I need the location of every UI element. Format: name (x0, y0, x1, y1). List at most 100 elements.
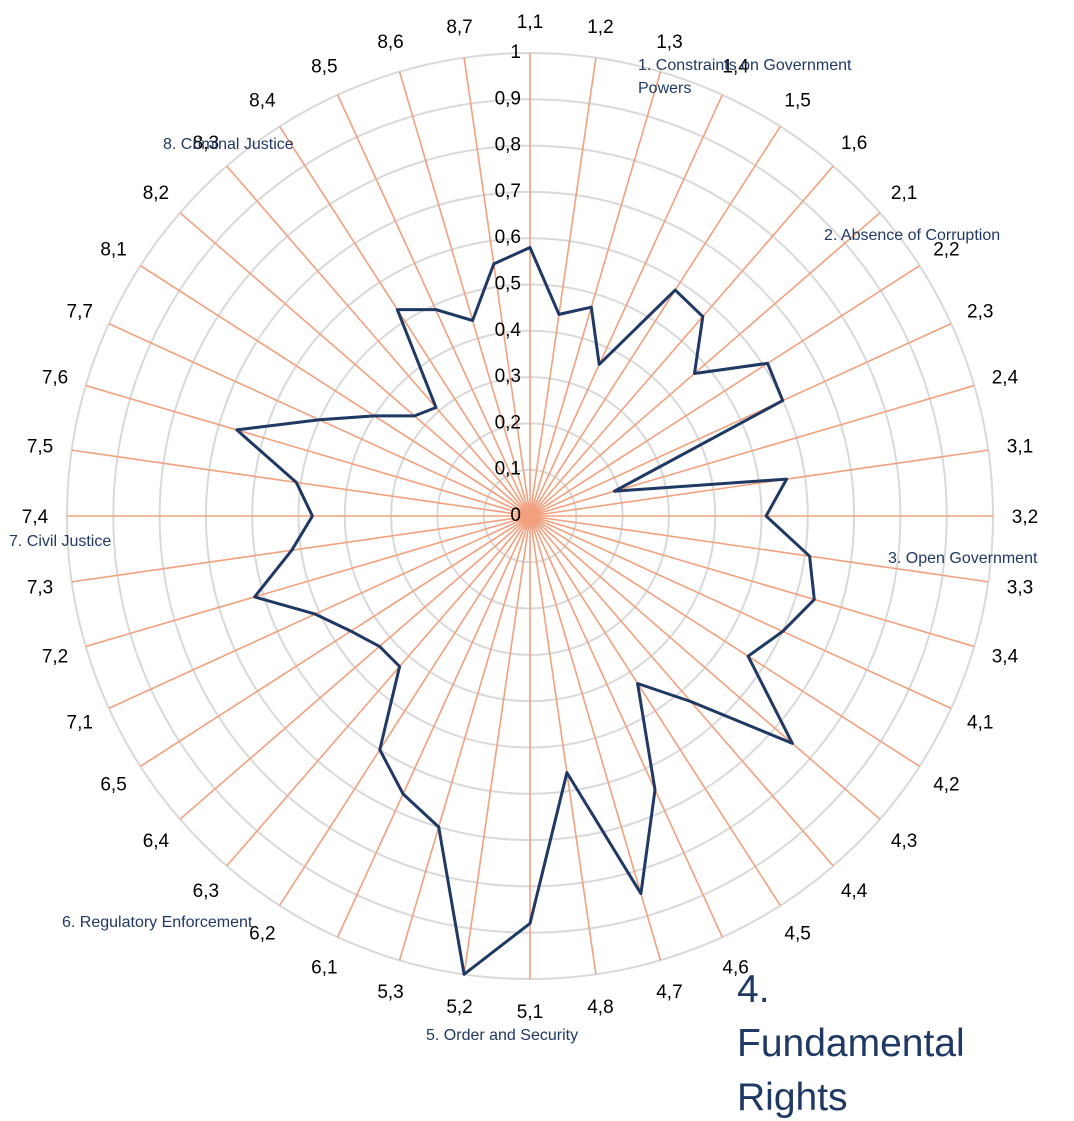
data-point (747, 655, 749, 657)
category-label: 7,3 (27, 577, 53, 598)
spoke-line (529, 449, 989, 517)
spoke-line (279, 515, 531, 906)
data-point (398, 665, 401, 668)
spoke-line (529, 165, 834, 517)
series-layer (235, 246, 816, 976)
data-point (781, 399, 784, 402)
category-label: 2,3 (967, 301, 993, 322)
category-label: 1,1 (517, 12, 543, 33)
pillar-label-4a: 4. (737, 968, 770, 1011)
category-label: 2,2 (933, 239, 959, 260)
data-point (295, 481, 298, 484)
category-label: 4,6 (722, 957, 748, 978)
spoke-line (71, 515, 531, 583)
data-point (437, 826, 440, 828)
spoke-line (85, 384, 531, 517)
pillar-label-1b: Powers (638, 80, 691, 97)
pillar-label-7: 7. Civil Justice (9, 533, 111, 550)
category-label: 3,2 (1012, 507, 1038, 528)
category-label: 5,3 (377, 982, 403, 1003)
category-label: 7,1 (67, 713, 93, 734)
spoke-line (529, 126, 781, 517)
category-label: 6,2 (249, 923, 275, 944)
spoke-line (226, 515, 531, 867)
spoke-line (529, 515, 724, 938)
spoke-line (529, 265, 920, 517)
category-label: 1,4 (722, 57, 749, 78)
category-label: 4,8 (587, 997, 613, 1018)
data-point (529, 246, 531, 249)
category-label: 2,1 (891, 183, 917, 204)
category-label: 7,6 (42, 368, 68, 389)
pillar-label-6: 6. Regulatory Enforcement (62, 914, 253, 931)
spoke-line (336, 515, 531, 938)
data-point (689, 700, 692, 703)
category-label: 8,3 (193, 133, 219, 154)
category-label: 4,7 (656, 982, 682, 1003)
r-tick-label: 0,9 (495, 88, 521, 109)
category-label: 4,3 (891, 831, 917, 852)
spoke-line (71, 449, 531, 517)
spoke-line (529, 384, 975, 517)
data-point (314, 613, 317, 615)
data-point (253, 596, 256, 598)
category-label: 4,1 (967, 713, 993, 734)
data-point (613, 490, 616, 493)
spoke-line (529, 515, 834, 867)
data-point (413, 415, 416, 417)
spoke-line (529, 94, 724, 517)
category-label: 8,6 (377, 32, 403, 53)
pillar-label-2: 2. Absence of Corruption (824, 227, 1000, 244)
spoke-line (279, 126, 531, 517)
category-labels: 1,1 1,2 1,3 1,4 1,5 1,6 2,1 2,2 2,3 2,4 3,1 3,2 3,3 3… (22, 12, 1038, 1023)
category-label: 7,7 (67, 301, 93, 322)
pillar-labels: 1. Constraints on Government Powers 2. A… (9, 57, 1038, 1119)
data-point (766, 362, 769, 365)
r-tick-labels: 0 0,1 0,2 0,3 0,4 0,5 0,6 0,7 0,8 0,9 1 (495, 42, 522, 526)
category-label: 3,4 (992, 646, 1019, 667)
category-label: 6,1 (311, 957, 337, 978)
data-point (598, 363, 601, 366)
data-point (435, 406, 437, 409)
data-point (402, 793, 404, 795)
category-label: 7,5 (27, 437, 53, 458)
r-tick-label: 0,5 (495, 274, 521, 295)
category-label: 8,5 (311, 57, 337, 78)
data-point (813, 598, 816, 601)
data-point (636, 682, 639, 685)
data-point (693, 372, 696, 375)
data-point (702, 315, 704, 318)
data-point (785, 478, 788, 480)
data-point (396, 308, 399, 311)
data-point (791, 742, 794, 745)
data-point (434, 308, 437, 311)
r-tick-label: 0,6 (495, 227, 521, 248)
spoke-line (398, 515, 531, 961)
category-label: 8,1 (100, 239, 126, 260)
pillar-label-4b: Fundamental (737, 1022, 965, 1065)
data-point (311, 515, 314, 517)
r-tick-label: 0,4 (495, 320, 522, 341)
category-label: 2,4 (992, 368, 1019, 389)
data-point (558, 313, 560, 316)
category-label: 7,2 (42, 646, 68, 667)
category-label: 4,5 (784, 923, 810, 944)
category-label: 6,5 (100, 775, 126, 796)
category-label: 8,2 (143, 183, 169, 204)
category-label: 1,5 (784, 91, 810, 112)
r-tick-label: 0,7 (495, 181, 521, 202)
data-point (654, 788, 656, 791)
category-label: 7,4 (22, 507, 49, 528)
spoke-line (529, 71, 662, 517)
category-label: 6,3 (193, 881, 219, 902)
category-label: 4,2 (933, 775, 959, 796)
pillar-label-1a: 1. Constraints on Government (638, 57, 852, 74)
category-label: 4,4 (841, 881, 868, 902)
spoke-line (529, 515, 975, 648)
category-label: 6,4 (143, 831, 170, 852)
category-label: 1,6 (841, 133, 867, 154)
spoke-line (529, 212, 881, 517)
spoke-line (108, 515, 531, 710)
data-point (290, 549, 293, 552)
